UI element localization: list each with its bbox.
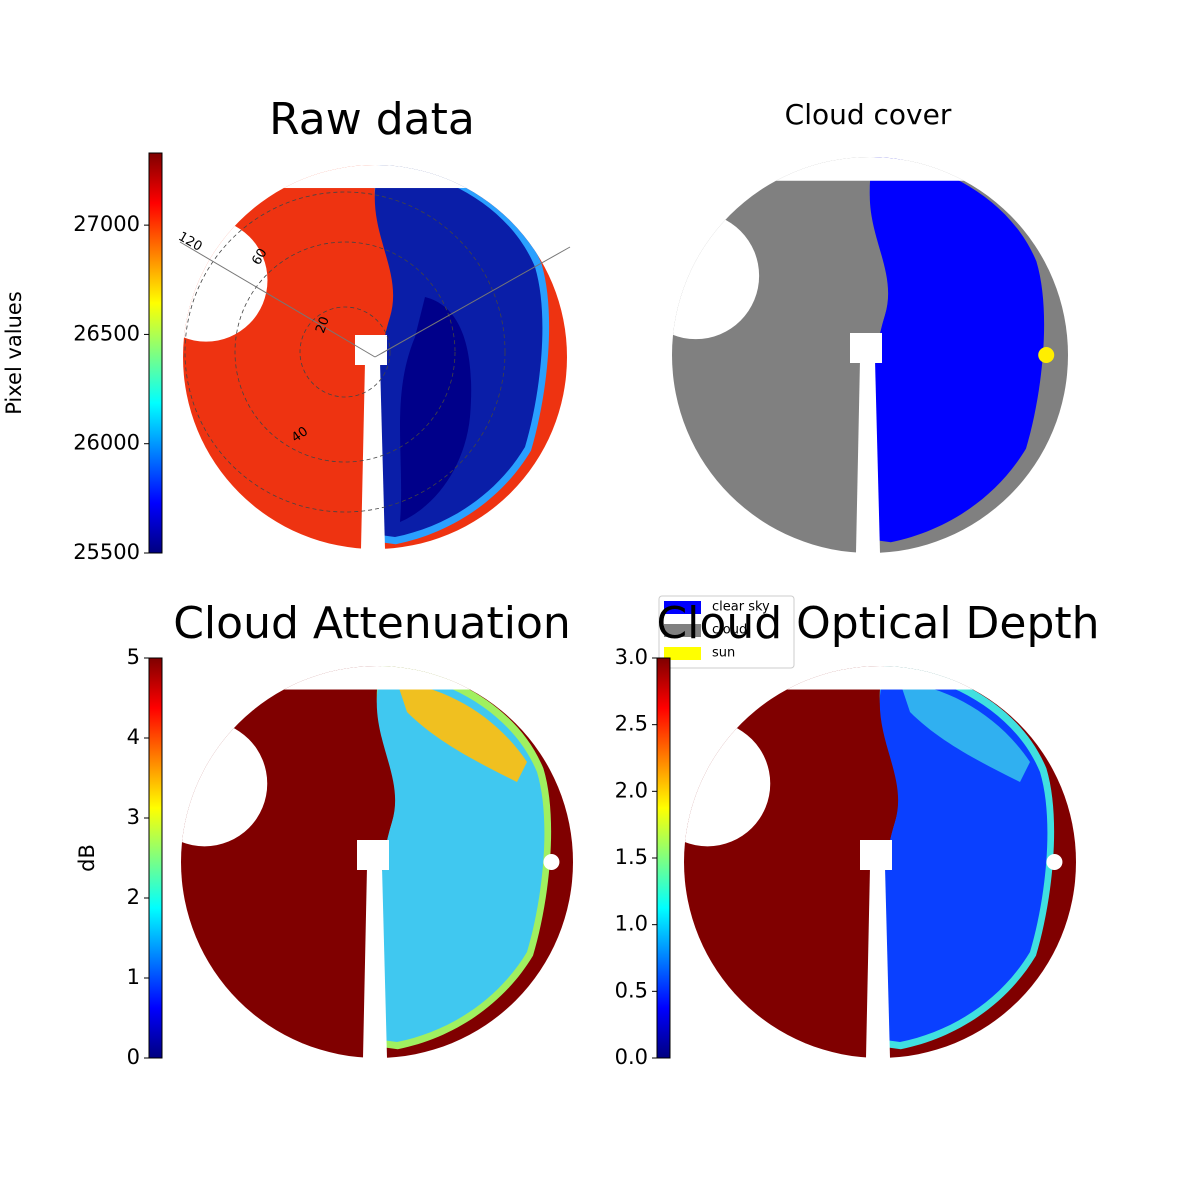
mount-head: [860, 840, 892, 870]
sky-clear: [869, 163, 1038, 535]
sun: [543, 854, 560, 870]
mount-pole: [361, 362, 385, 549]
colorbar-tick-label: 0.5: [615, 978, 648, 1002]
colorbar-tick-label: 26000: [73, 431, 140, 455]
polar-label: 20: [313, 315, 333, 336]
polar-ring: [184, 191, 506, 513]
mount-pole: [866, 867, 890, 1058]
sun: [1038, 347, 1055, 363]
sky-top-band: [900, 682, 1030, 782]
legend-swatch: [664, 601, 701, 614]
polar-spoke: [179, 241, 376, 358]
legend-swatch: [664, 624, 701, 637]
sky-bite: [672, 212, 760, 340]
colorbar-tick-label: 2: [127, 885, 140, 909]
sky-clear-core: [400, 297, 472, 522]
legend-label: clear sky: [712, 600, 770, 615]
sky-top-band: [397, 682, 527, 782]
colorbar: [148, 657, 163, 1059]
sky-bite: [181, 720, 268, 847]
mount-pole: [363, 867, 387, 1058]
sky-image: [181, 666, 573, 1058]
colorbar-tick-label: 4: [127, 725, 140, 749]
mount-head: [355, 335, 387, 365]
legend-label: cloud: [712, 623, 747, 638]
sun: [1046, 854, 1063, 870]
colorbar-tick-label: 3: [127, 805, 140, 829]
colorbar-tick-label: 0.0: [615, 1045, 648, 1069]
legend-swatch: [664, 647, 701, 660]
mount-head: [357, 840, 389, 870]
mount-head: [850, 333, 882, 363]
colorbar-tick-label: 2.0: [615, 778, 648, 802]
sky-bite: [183, 218, 268, 342]
colorbar-tick-label: 1: [127, 965, 140, 989]
legend-label: sun: [712, 646, 735, 661]
sky-bite: [684, 720, 771, 847]
colorbar-tick-label: 3.0: [615, 645, 648, 669]
sky-cut: [684, 666, 1076, 690]
sky-cut: [181, 666, 573, 690]
polar-label: 120: [175, 229, 204, 254]
panel-title: Cloud Attenuation: [173, 598, 571, 649]
panel-title: Cloud Optical Depth: [656, 598, 1099, 649]
colorbar-label: dB: [75, 844, 99, 872]
polar-ring: [299, 306, 391, 398]
colorbar-tick-label: 1.0: [615, 912, 648, 936]
colorbar-tick-label: 27000: [73, 212, 140, 236]
colorbar-tick-label: 1.5: [615, 845, 648, 869]
colorbar-tick-label: 25500: [73, 540, 140, 564]
sky-layers: [183, 165, 567, 549]
sky-cut: [672, 157, 1068, 181]
polar-ring: [234, 241, 456, 463]
panel-title: Raw data: [269, 94, 475, 145]
polar-label: 60: [249, 246, 270, 268]
colorbar-tick-label: 0: [127, 1045, 140, 1069]
colorbar-tick-label: 2.5: [615, 712, 648, 736]
sky-cut: [183, 165, 567, 189]
colorbar-tick-label: 5: [127, 645, 140, 669]
colorbar-tick-label: 26500: [73, 321, 140, 345]
mount-pole: [856, 360, 880, 553]
sky-image: [672, 157, 1068, 553]
colorbar: [656, 657, 671, 1059]
colorbar: [148, 152, 163, 554]
sky-image: [684, 666, 1076, 1058]
polar-spoke: [374, 246, 571, 358]
colorbar-label: Pixel values: [2, 291, 26, 415]
panel-title: Cloud cover: [785, 98, 952, 131]
